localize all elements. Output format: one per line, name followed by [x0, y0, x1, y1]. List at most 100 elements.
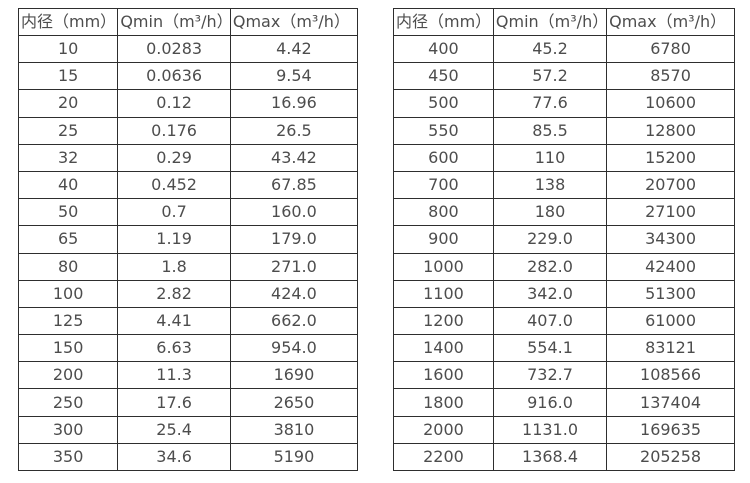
table-row: 800 180 27100: [393, 198, 735, 227]
cell: 1800: [393, 388, 494, 417]
cell: 1.8: [117, 252, 231, 281]
cell: 250: [17, 388, 119, 417]
table-body: 400 45.2 6780 450 57.2 8570 500 77.6 10600 550 85.…: [393, 34, 735, 472]
table-row: 150 6.63 954.0: [17, 334, 359, 363]
cell: 400: [393, 34, 494, 64]
cell: 954.0: [229, 334, 359, 363]
cell: 5190: [229, 442, 359, 472]
cell: 2200: [393, 442, 494, 472]
cell: 25.4: [117, 415, 231, 444]
table-row: 1000 282.0 42400: [393, 252, 735, 281]
cell: 229.0: [492, 225, 608, 254]
cell: 1368.4: [492, 442, 608, 472]
cell: 407.0: [492, 306, 608, 336]
cell: 42400: [606, 252, 735, 281]
column-header: Qmin（m³/h）: [492, 8, 608, 36]
cell: 25: [17, 116, 119, 145]
cell: 550: [393, 116, 494, 145]
cell: 15: [17, 62, 119, 91]
cell: 137404: [606, 388, 735, 417]
cell: 169635: [606, 415, 735, 444]
cell: 51300: [606, 279, 735, 308]
cell: 16.96: [229, 89, 359, 118]
cell: 0.452: [117, 170, 231, 200]
column-header: 内径（mm）: [17, 8, 119, 36]
table-row: 1600 732.7 108566: [393, 361, 735, 390]
table-row: 100 2.82 424.0: [17, 279, 359, 308]
header-row: 内径（mm） Qmin（m³/h） Qmax（m³/h）: [17, 8, 359, 36]
cell: 0.0283: [117, 34, 231, 64]
cell: 45.2: [492, 34, 608, 64]
cell: 6780: [606, 34, 735, 64]
cell: 0.0636: [117, 62, 231, 91]
cell: 205258: [606, 442, 735, 472]
cell: 1.19: [117, 225, 231, 254]
column-header: Qmax（m³/h）: [229, 8, 359, 36]
cell: 282.0: [492, 252, 608, 281]
cell: 600: [393, 143, 494, 172]
cell: 1600: [393, 361, 494, 390]
cell: 4.41: [117, 306, 231, 336]
table-header-row: 内径（mm） Qmin（m³/h） Qmax（m³/h）: [393, 8, 735, 36]
cell: 10: [17, 34, 119, 64]
cell: 1100: [393, 279, 494, 308]
table-row: 15 0.0636 9.54: [17, 62, 359, 91]
cell: 0.176: [117, 116, 231, 145]
cell: 26.5: [229, 116, 359, 145]
table-row: 1200 407.0 61000: [393, 306, 735, 336]
cell: 8570: [606, 62, 735, 91]
cell: 61000: [606, 306, 735, 336]
table-row: 2000 1131.0 169635: [393, 415, 735, 444]
table-row: 10 0.0283 4.42: [17, 34, 359, 64]
table-row: 20 0.12 16.96: [17, 89, 359, 118]
cell: 554.1: [492, 334, 608, 363]
cell: 43.42: [229, 143, 359, 172]
cell: 180: [492, 198, 608, 227]
cell: 0.29: [117, 143, 231, 172]
cell: 900: [393, 225, 494, 254]
table-row: 700 138 20700: [393, 170, 735, 200]
cell: 342.0: [492, 279, 608, 308]
cell: 300: [17, 415, 119, 444]
cell: 67.85: [229, 170, 359, 200]
table-row: 500 77.6 10600: [393, 89, 735, 118]
cell: 732.7: [492, 361, 608, 390]
cell: 2650: [229, 388, 359, 417]
column-header: Qmax（m³/h）: [606, 8, 735, 36]
table-row: 600 110 15200: [393, 143, 735, 172]
cell: 1690: [229, 361, 359, 390]
cell: 10600: [606, 89, 735, 118]
cell: 125: [17, 306, 119, 336]
cell: 50: [17, 198, 119, 227]
cell: 108566: [606, 361, 735, 390]
column-header: Qmin（m³/h）: [117, 8, 231, 36]
cell: 9.54: [229, 62, 359, 91]
cell: 160.0: [229, 198, 359, 227]
cell: 65: [17, 225, 119, 254]
cell: 4.42: [229, 34, 359, 64]
cell: 40: [17, 170, 119, 200]
table-header-row: 内径（mm） Qmin（m³/h） Qmax（m³/h）: [17, 8, 359, 36]
cell: 17.6: [117, 388, 231, 417]
cell: 350: [17, 442, 119, 472]
cell: 2.82: [117, 279, 231, 308]
column-header: 内径（mm）: [393, 8, 494, 36]
cell: 271.0: [229, 252, 359, 281]
table-row: 50 0.7 160.0: [17, 198, 359, 227]
cell: 6.63: [117, 334, 231, 363]
table-row: 550 85.5 12800: [393, 116, 735, 145]
cell: 85.5: [492, 116, 608, 145]
cell: 83121: [606, 334, 735, 363]
cell: 450: [393, 62, 494, 91]
cell: 0.7: [117, 198, 231, 227]
table-row: 900 229.0 34300: [393, 225, 735, 254]
header-row: 内径（mm） Qmin（m³/h） Qmax（m³/h）: [393, 8, 735, 36]
cell: 3810: [229, 415, 359, 444]
cell: 179.0: [229, 225, 359, 254]
table-row: 125 4.41 662.0: [17, 306, 359, 336]
cell: 0.12: [117, 89, 231, 118]
cell: 20: [17, 89, 119, 118]
table-row: 1800 916.0 137404: [393, 388, 735, 417]
cell: 500: [393, 89, 494, 118]
diameter-flow-table-right: 内径（mm） Qmin（m³/h） Qmax（m³/h） 400 45.2 6780 45…: [393, 8, 735, 472]
